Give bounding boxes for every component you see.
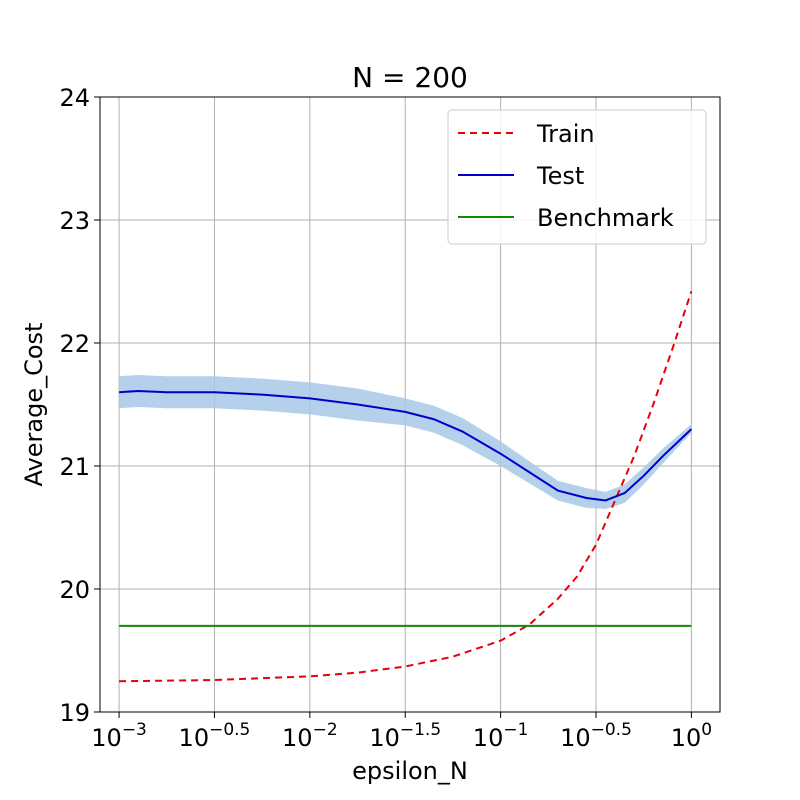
x-axis-label: epsilon_N: [352, 757, 468, 785]
x-tick-base: 10: [179, 724, 210, 752]
ticks: 10−3 10−0.5 10−2 10−1.5 10−1 10−0.5 1001920212…: [59, 84, 712, 752]
legend: Train Test Benchmark: [447, 109, 707, 245]
y-tick-label: 24: [59, 84, 90, 112]
x-tick-label: 10−1: [473, 720, 529, 752]
train-line: [119, 291, 693, 683]
y-tick-label: 23: [59, 207, 90, 235]
test-line: [119, 389, 693, 502]
x-tick-base: 10: [369, 724, 400, 752]
y-tick-label: 21: [59, 453, 90, 481]
x-tick-label: 10−3: [91, 720, 147, 752]
chart-title: N = 200: [352, 61, 468, 94]
x-tick-base: 10: [560, 724, 591, 752]
x-tick-label: 10−1.5: [369, 720, 441, 752]
plot-frame: [99, 96, 721, 713]
y-tick-label: 20: [59, 576, 90, 604]
x-tick-exponent: −1: [503, 720, 528, 740]
y-axis-label: Average_Cost: [20, 323, 48, 487]
x-tick-label: 10−2: [282, 720, 338, 752]
x-tick-base: 10: [671, 724, 702, 752]
legend-label-test: Test: [536, 162, 584, 190]
test-confidence-band: [119, 374, 692, 510]
x-tick-label: 100: [671, 720, 712, 752]
x-tick-exponent: −2: [313, 720, 338, 740]
y-tick-label: 22: [59, 330, 90, 358]
x-tick-label: 10−0.5: [179, 720, 251, 752]
x-tick-exponent: −3: [122, 720, 147, 740]
x-tick-label: 10−0.5: [560, 720, 632, 752]
legend-label-train: Train: [536, 120, 595, 148]
x-tick-exponent: −0.5: [591, 720, 632, 740]
legend-box: [447, 109, 707, 245]
x-tick-exponent: −0.5: [209, 720, 250, 740]
x-tick-base: 10: [282, 724, 313, 752]
x-tick-exponent: 0: [701, 720, 712, 740]
x-tick-base: 10: [91, 724, 122, 752]
series-layer: [119, 291, 693, 683]
x-tick-exponent: −1.5: [400, 720, 441, 740]
x-tick-base: 10: [473, 724, 504, 752]
legend-label-benchmark: Benchmark: [537, 204, 674, 232]
test-band: [119, 374, 692, 510]
y-tick-label: 19: [59, 699, 90, 727]
